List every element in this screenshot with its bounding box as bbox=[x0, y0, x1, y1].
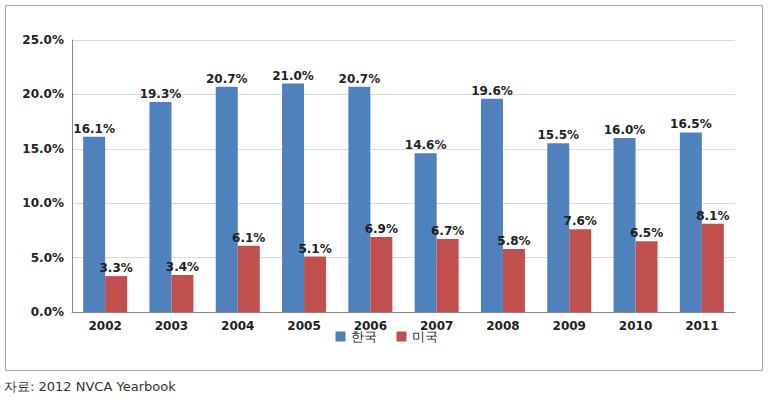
svg-text:16.0%: 16.0% bbox=[604, 123, 646, 137]
svg-text:7.6%: 7.6% bbox=[564, 214, 597, 228]
svg-text:6.9%: 6.9% bbox=[365, 222, 398, 236]
svg-text:6.5%: 6.5% bbox=[630, 226, 663, 240]
svg-text:3.3%: 3.3% bbox=[100, 261, 133, 275]
svg-text:8.1%: 8.1% bbox=[696, 209, 729, 223]
svg-text:6.1%: 6.1% bbox=[232, 231, 265, 245]
svg-text:2002: 2002 bbox=[88, 319, 121, 333]
svg-text:미국: 미국 bbox=[412, 329, 438, 344]
svg-text:2011: 2011 bbox=[685, 319, 718, 333]
svg-text:5.0%: 5.0% bbox=[31, 251, 64, 265]
svg-text:19.6%: 19.6% bbox=[471, 84, 513, 98]
svg-text:25.0%: 25.0% bbox=[22, 33, 64, 47]
svg-text:5.1%: 5.1% bbox=[298, 242, 331, 256]
svg-text:15.0%: 15.0% bbox=[22, 142, 64, 156]
svg-text:2004: 2004 bbox=[221, 319, 254, 333]
svg-text:0.0%: 0.0% bbox=[31, 305, 64, 319]
svg-text:한국: 한국 bbox=[351, 329, 377, 344]
svg-text:19.3%: 19.3% bbox=[140, 87, 182, 101]
svg-text:20.7%: 20.7% bbox=[339, 72, 381, 86]
svg-text:16.5%: 16.5% bbox=[670, 117, 712, 131]
svg-text:2003: 2003 bbox=[155, 319, 188, 333]
svg-text:5.8%: 5.8% bbox=[497, 234, 530, 248]
svg-text:6.7%: 6.7% bbox=[431, 224, 464, 238]
svg-text:2006: 2006 bbox=[353, 319, 388, 333]
svg-text:20.0%: 20.0% bbox=[22, 87, 64, 101]
svg-text:2009: 2009 bbox=[553, 319, 586, 333]
svg-text:2008: 2008 bbox=[486, 319, 519, 333]
svg-text:21.0%: 21.0% bbox=[272, 69, 314, 83]
svg-text:10.0%: 10.0% bbox=[22, 196, 64, 210]
svg-text:3.4%: 3.4% bbox=[166, 260, 199, 274]
svg-text:14.6%: 14.6% bbox=[405, 138, 447, 152]
svg-text:15.5%: 15.5% bbox=[537, 128, 579, 142]
svg-text:16.1%: 16.1% bbox=[73, 122, 115, 136]
svg-text:자료: 2012 NVCA Yearbook: 자료: 2012 NVCA Yearbook bbox=[4, 379, 176, 394]
svg-text:2007: 2007 bbox=[419, 319, 454, 333]
svg-text:20.7%: 20.7% bbox=[206, 72, 248, 86]
svg-text:2005: 2005 bbox=[287, 319, 320, 333]
svg-text:2010: 2010 bbox=[619, 319, 652, 333]
